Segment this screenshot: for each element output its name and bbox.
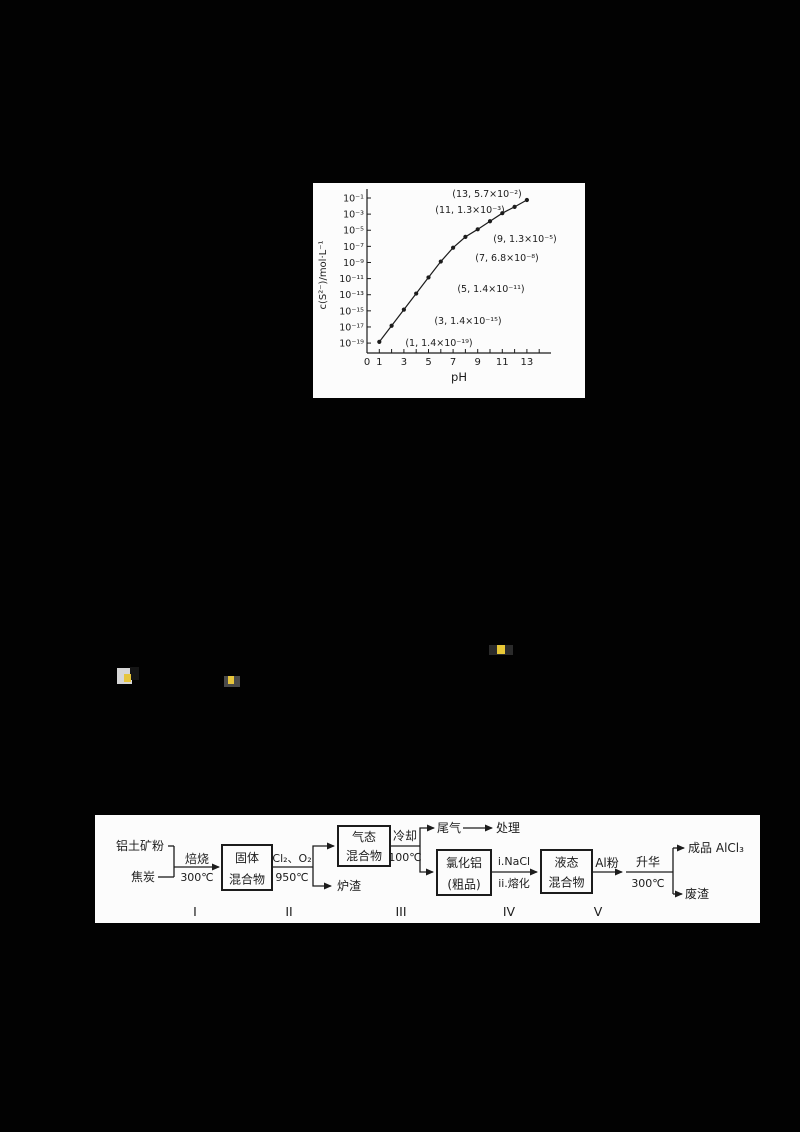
point-annotation: (3, 1.4×10⁻¹⁵) <box>434 316 501 327</box>
x-tick-label: 3 <box>401 357 407 368</box>
artifact-yellow-mark-1 <box>124 674 131 682</box>
y-tick-label: 10⁻³ <box>343 210 364 221</box>
process-flow-figure: 固体 混合物 气态 混合物 氯化铝 (粗品) 液态 混合物 铝土矿粉 焦炭 焙烧 300℃ Cl₂、O₂… <box>95 815 760 923</box>
data-point <box>389 323 394 328</box>
flow-canvas: 固体混合物气态混合物氯化铝(粗品)液态混合物铝土矿粉焦炭焙烧300℃Cl₂、O₂… <box>116 820 744 919</box>
output-product: 成品 AlCl₃ <box>688 841 744 855</box>
artifact-dark-patch-1 <box>130 667 139 680</box>
data-point <box>487 219 493 224</box>
data-point <box>500 211 505 216</box>
step5-process: 升华 <box>636 855 660 869</box>
x-tick-label: 7 <box>450 357 456 368</box>
data-point <box>475 227 480 232</box>
input-coke: 焦炭 <box>131 870 155 884</box>
flow-box-label: 混合物 <box>346 848 382 863</box>
flow-connector <box>419 846 434 876</box>
step3-process: 冷却 <box>393 829 417 843</box>
flow-box-crude-alcl3 <box>436 849 492 896</box>
step-label-II: II <box>285 904 292 919</box>
flow-box-gas-mixture <box>337 825 391 867</box>
flow-connector <box>312 842 335 867</box>
output-slag: 炉渣 <box>337 879 361 893</box>
flow-connector <box>312 867 332 890</box>
step1-process: 焙烧 <box>185 851 209 866</box>
flow-box-label: 固体 <box>235 851 259 865</box>
step2-temp: 950℃ <box>275 871 308 884</box>
step4-reagent: i.NaCl <box>498 855 530 868</box>
data-point <box>426 275 431 280</box>
x-tick-label: 5 <box>425 357 431 368</box>
flow-box-label: 气态 <box>352 829 376 844</box>
y-tick-label: 10⁻¹ <box>343 194 364 205</box>
step2-reagents: Cl₂、O₂ <box>272 852 311 865</box>
input-bauxite-powder: 铝土矿粉 <box>116 838 164 853</box>
y-axis-label: c(S²⁻)/mol·L⁻¹ <box>318 241 329 310</box>
data-point <box>414 291 419 296</box>
step-label-I: I <box>193 904 197 919</box>
chart-canvas: 0 1 3 5 7 9 11 1310⁻¹10⁻³10⁻⁵10⁻⁷10⁻⁹10⁻¹¹10⁻¹³… <box>318 189 557 384</box>
data-point <box>512 204 517 209</box>
x-tick-label: 1 <box>376 357 382 368</box>
point-annotation: (7, 6.8×10⁻⁸) <box>475 253 538 264</box>
output-tail-gas: 尾气 <box>437 820 461 835</box>
output-waste: 废渣 <box>685 886 709 901</box>
point-annotation: (11, 1.3×10⁻³) <box>435 205 505 216</box>
flow-box-label: 混合物 <box>229 871 265 886</box>
x-tick-label: 13 <box>521 357 534 368</box>
artifact-yellow-mark-3 <box>497 645 505 654</box>
flow-box-label: 液态 <box>554 854 578 869</box>
step5-temp: 300℃ <box>631 877 664 890</box>
flow-box-label: 氯化铝 <box>446 855 482 870</box>
artifact-yellow-mark-2 <box>228 676 234 684</box>
flow-box-label: 混合物 <box>548 875 584 890</box>
tail-gas-treatment: 处理 <box>496 821 520 835</box>
y-tick-label: 10⁻⁹ <box>343 258 364 269</box>
data-point <box>377 339 382 345</box>
y-tick-label: 10⁻¹¹ <box>339 274 364 285</box>
step5-reagent: Al粉 <box>595 856 619 870</box>
data-point <box>463 234 468 239</box>
step3-temp: 100℃ <box>388 851 421 864</box>
step-label-III: III <box>395 904 406 919</box>
x-tick-label: 11 <box>496 357 509 368</box>
data-point <box>401 307 406 312</box>
y-tick-label: 10⁻¹³ <box>339 290 364 301</box>
y-tick-label: 10⁻¹⁷ <box>339 322 364 333</box>
y-tick-label: 10⁻¹⁹ <box>339 339 364 350</box>
point-annotation: (9, 1.3×10⁻⁵) <box>493 234 556 245</box>
flow-box-solid-mixture <box>221 844 273 891</box>
step-label-V: V <box>594 904 603 919</box>
data-point <box>451 245 456 250</box>
x-tick-label: 9 <box>475 357 481 368</box>
data-point <box>438 259 443 264</box>
step4-process: ii.熔化 <box>498 876 530 890</box>
point-annotation: (13, 5.7×10⁻²) <box>452 189 522 200</box>
y-tick-label: 10⁻⁵ <box>343 226 364 237</box>
y-tick-label: 10⁻¹⁵ <box>339 306 364 317</box>
step1-temp: 300℃ <box>180 871 213 884</box>
solubility-chart-figure: 0 1 3 5 7 9 11 13 10⁻¹ 10⁻³ 10⁻⁵ 10⁻⁷ 10⁻⁹ 10⁻¹¹ 10⁻¹³… <box>313 183 585 398</box>
x-tick-label: 0 <box>364 357 370 368</box>
flow-box-liquid-mixture <box>540 849 593 894</box>
point-annotation: (5, 1.4×10⁻¹¹) <box>457 284 524 295</box>
point-annotation: (1, 1.4×10⁻¹⁹) <box>405 338 472 349</box>
flow-box-label: (粗品) <box>447 877 480 891</box>
data-point <box>524 197 529 203</box>
y-tick-label: 10⁻⁷ <box>343 242 364 253</box>
step-label-IV: IV <box>503 904 516 919</box>
flow-connector <box>419 824 435 846</box>
x-axis-label: pH <box>451 370 467 384</box>
